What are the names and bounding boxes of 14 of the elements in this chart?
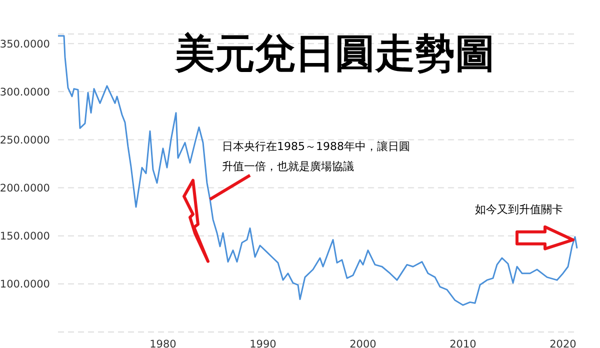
- y-tick-label: 100.0000: [0, 278, 50, 291]
- y-tick-label: 150.0000: [0, 230, 50, 243]
- y-tick-label: 250.0000: [0, 134, 50, 146]
- y-tick-label: 200.0000: [0, 182, 50, 195]
- x-tick-label: 1990: [250, 338, 276, 348]
- x-tick-label: 2020: [550, 338, 576, 348]
- x-tick-label: 2010: [450, 338, 476, 348]
- y-tick-label: 350.0000: [0, 38, 50, 50]
- annotation: 日本央行在1985～1988年中，讓日圓升值一倍，也就是廣場協議: [222, 139, 411, 176]
- x-tick-label: 1980: [150, 338, 176, 348]
- y-tick-label: 300.0000: [0, 86, 50, 98]
- annotation: 如今又到升值關卡: [475, 202, 563, 217]
- chart-title: 美元兌日圓走勢圖: [174, 30, 496, 78]
- x-tick-label: 2000: [350, 338, 376, 348]
